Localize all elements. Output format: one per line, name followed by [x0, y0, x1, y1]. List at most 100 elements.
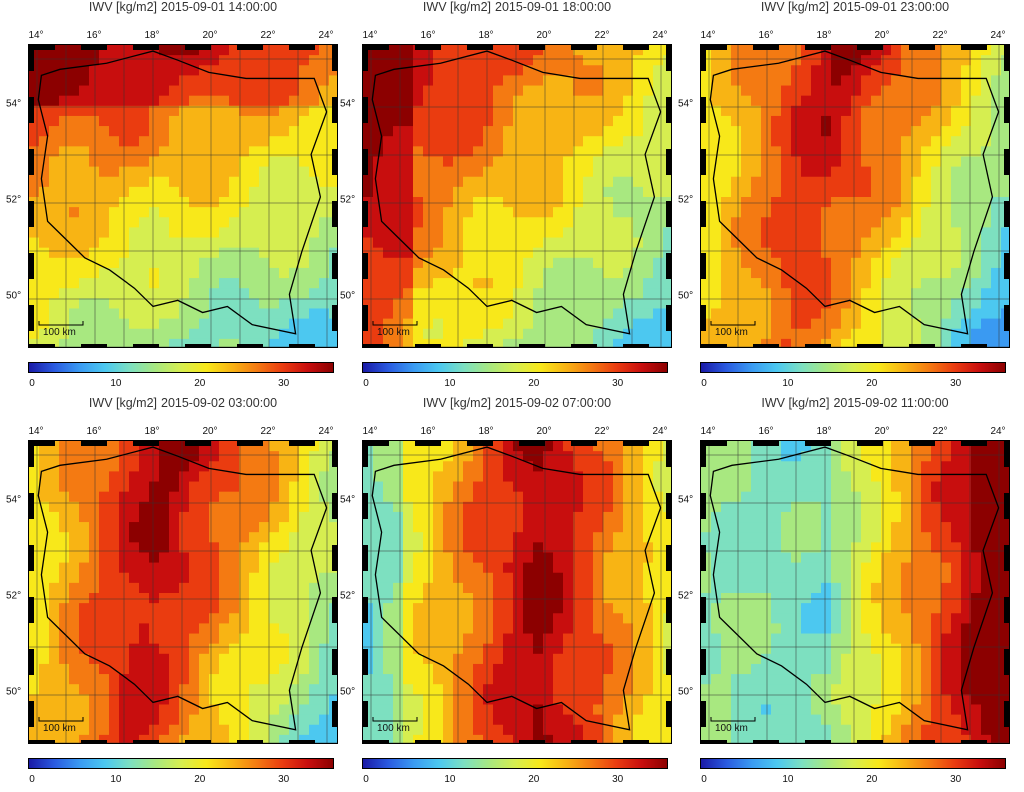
scale-bar	[710, 321, 756, 326]
colorbar-tick-label: 10	[110, 378, 122, 389]
colorbar-tick-label: 20	[528, 378, 540, 389]
longitude-label: 20°	[874, 30, 890, 41]
colorbar	[362, 758, 668, 769]
latitude-label: 54°	[340, 98, 356, 110]
colorbar-tick-label: 30	[612, 774, 624, 785]
map-panel: IWV [kg/m2] 2015-09-02 07:00:00 14° 16° 18° 2…	[340, 396, 672, 792]
latitude-label: 52°	[340, 194, 356, 206]
latitude-label: 50°	[340, 290, 356, 302]
map-frame: 100 km	[700, 44, 1010, 348]
panel-time: 2015-09-01 18:00:00	[495, 0, 612, 14]
longitude-label: 20°	[202, 426, 218, 437]
longitude-label: 16°	[86, 30, 102, 41]
longitude-label: 18°	[144, 426, 160, 437]
latitude-label: 52°	[6, 194, 22, 206]
latitude-label: 50°	[340, 686, 356, 698]
longitude-label: 14°	[28, 426, 44, 437]
latitude-label: 50°	[6, 290, 22, 302]
panel-title: IWV [kg/m2] 2015-09-01 18:00:00	[362, 0, 672, 14]
colorbar-tick-label: 30	[612, 378, 624, 389]
scale-bar-label: 100 km	[377, 723, 410, 734]
map-frame: 100 km	[28, 44, 338, 348]
iwv-field	[701, 45, 1009, 347]
latitude-label: 50°	[678, 290, 694, 302]
longitude-label: 20°	[202, 30, 218, 41]
country-border	[37, 50, 328, 335]
panel-time: 2015-09-02 03:00:00	[161, 396, 278, 410]
latitude-label: 52°	[678, 194, 694, 206]
colorbar	[700, 758, 1006, 769]
map-frame: 100 km	[700, 440, 1010, 744]
longitude-label: 14°	[28, 30, 44, 41]
colorbar-tick-label: 0	[701, 774, 707, 785]
longitude-label: 20°	[536, 30, 552, 41]
map-frame: 100 km	[362, 440, 672, 744]
panel-units: IWV [kg/m2]	[422, 0, 491, 14]
scale-bar-label: 100 km	[43, 327, 76, 338]
panel-time: 2015-09-02 07:00:00	[495, 396, 612, 410]
scale-bar-label: 100 km	[377, 327, 410, 338]
iwv-field	[701, 441, 1009, 743]
scale-bar	[372, 717, 418, 722]
longitude-label: 14°	[700, 426, 716, 437]
longitude-label: 24°	[318, 426, 334, 437]
map-frame: 100 km	[28, 440, 338, 744]
latitude-label: 54°	[678, 98, 694, 110]
latitude-label: 50°	[6, 686, 22, 698]
country-border	[37, 446, 328, 731]
latitude-label: 54°	[6, 494, 22, 506]
iwv-field	[363, 45, 671, 347]
colorbar-tick-label: 0	[29, 774, 35, 785]
longitude-label: 16°	[420, 426, 436, 437]
scale-bar	[372, 321, 418, 326]
colorbar-tick-label: 10	[110, 774, 122, 785]
colorbar-tick-label: 20	[194, 774, 206, 785]
panel-units: IWV [kg/m2]	[88, 0, 157, 14]
colorbar-tick-label: 20	[194, 378, 206, 389]
panel-time: 2015-09-01 14:00:00	[161, 0, 278, 14]
iwv-field	[29, 441, 337, 743]
longitude-label: 20°	[536, 426, 552, 437]
colorbar-tick-label: 0	[29, 378, 35, 389]
map-panel: IWV [kg/m2] 2015-09-02 03:00:00 14° 16° 18° 2…	[6, 396, 338, 792]
latitude-label: 50°	[678, 686, 694, 698]
panel-title: IWV [kg/m2] 2015-09-02 07:00:00	[362, 396, 672, 410]
colorbar-tick-label: 30	[950, 378, 962, 389]
colorbar-tick-label: 0	[701, 378, 707, 389]
colorbar-tick-label: 10	[444, 774, 456, 785]
colorbar-tick-label: 10	[782, 774, 794, 785]
colorbar-tick-label: 10	[782, 378, 794, 389]
longitude-label: 16°	[758, 30, 774, 41]
scale-bar-label: 100 km	[715, 327, 748, 338]
colorbar	[362, 362, 668, 373]
longitude-label: 18°	[816, 30, 832, 41]
country-border	[371, 446, 662, 731]
colorbar	[28, 758, 334, 769]
panel-title: IWV [kg/m2] 2015-09-02 03:00:00	[28, 396, 338, 410]
longitude-label: 22°	[594, 426, 610, 437]
panel-time: 2015-09-02 11:00:00	[833, 396, 949, 410]
longitude-label: 22°	[594, 30, 610, 41]
colorbar-tick-label: 10	[444, 378, 456, 389]
country-border	[371, 50, 662, 335]
latitude-label: 54°	[678, 494, 694, 506]
iwv-field	[29, 45, 337, 347]
map-panel: IWV [kg/m2] 2015-09-02 11:00:00 14° 16° 18° 2…	[678, 396, 1010, 792]
map-frame: 100 km	[362, 44, 672, 348]
longitude-label: 22°	[932, 30, 948, 41]
longitude-label: 14°	[362, 426, 378, 437]
latitude-label: 52°	[340, 590, 356, 602]
longitude-label: 14°	[700, 30, 716, 41]
latitude-label: 52°	[678, 590, 694, 602]
longitude-label: 22°	[260, 30, 276, 41]
latitude-label: 54°	[340, 494, 356, 506]
panel-units: IWV [kg/m2]	[761, 396, 830, 410]
scale-bar-label: 100 km	[43, 723, 76, 734]
colorbar-tick-label: 30	[950, 774, 962, 785]
panel-title: IWV [kg/m2] 2015-09-01 23:00:00	[700, 0, 1010, 14]
scale-bar-label: 100 km	[715, 723, 748, 734]
scale-bar	[710, 717, 756, 722]
colorbar-tick-label: 0	[363, 378, 369, 389]
longitude-label: 18°	[478, 426, 494, 437]
longitude-label: 20°	[874, 426, 890, 437]
